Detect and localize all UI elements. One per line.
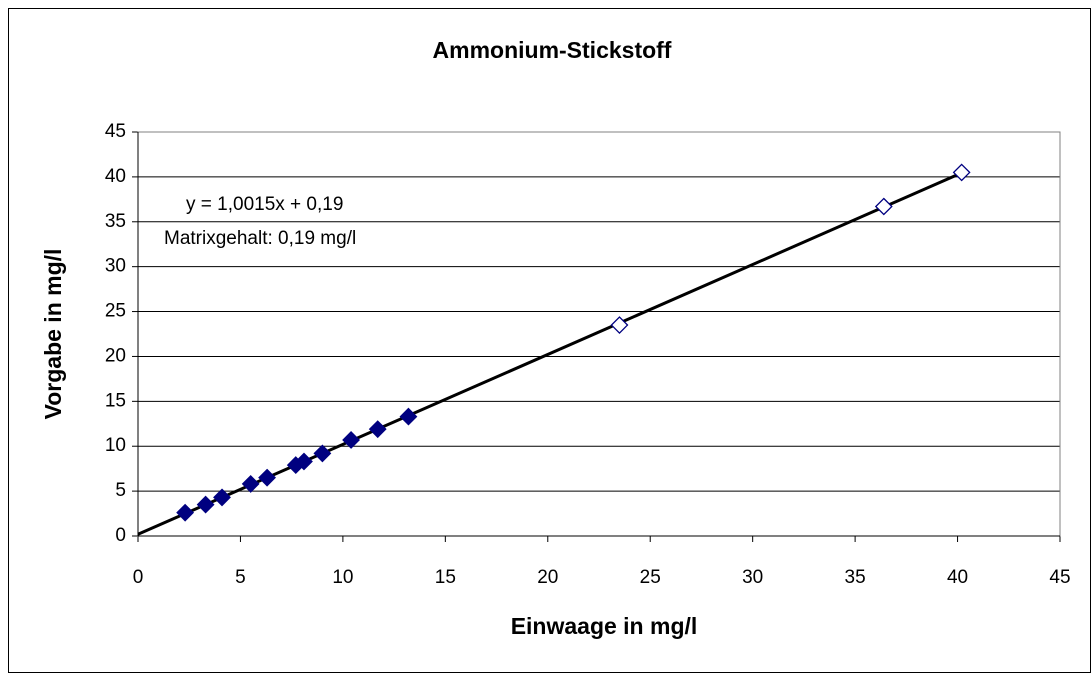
x-tick-label: 5 (235, 567, 246, 588)
x-tick-label: 35 (845, 567, 866, 588)
annotation: Matrixgehalt: 0,19 mg/l (164, 228, 356, 249)
trendline (137, 171, 963, 536)
data-point (176, 503, 195, 522)
annotation: y = 1,0015x + 0,19 (186, 194, 343, 215)
x-tick-label: 40 (947, 567, 968, 588)
data-point (874, 197, 893, 216)
y-tick-label: 40 (105, 166, 126, 187)
x-tick-label: 0 (133, 567, 144, 588)
data-point (610, 316, 629, 334)
y-tick-label: 0 (115, 525, 126, 546)
y-axis-title: Vorgabe in mg/l (40, 249, 66, 420)
data-point (258, 468, 276, 487)
y-tick-label: 45 (105, 121, 126, 142)
x-tick-label: 10 (332, 567, 353, 588)
x-tick-label: 30 (742, 567, 763, 588)
y-tick-label: 10 (105, 435, 126, 456)
data-point (399, 407, 418, 426)
data-point (241, 475, 260, 493)
y-tick-label: 5 (115, 480, 126, 501)
x-axis-title: Einwaage in mg/l (511, 613, 698, 639)
data-point (213, 488, 231, 507)
chart-title: Ammonium-Stickstoff (433, 37, 672, 63)
x-tick-label: 45 (1049, 567, 1070, 588)
y-tick-label: 15 (105, 390, 126, 411)
data-point (368, 420, 387, 439)
x-tick-label: 20 (537, 567, 558, 588)
data-point (342, 431, 361, 449)
data-point (295, 452, 313, 471)
data-point (952, 163, 971, 182)
y-tick-label: 30 (105, 256, 126, 277)
y-tick-label: 20 (105, 345, 126, 366)
data-point (313, 444, 332, 463)
data-point (196, 495, 215, 514)
x-tick-label: 15 (435, 567, 456, 588)
y-tick-label: 25 (105, 301, 126, 322)
x-tick-label: 25 (640, 567, 661, 588)
y-tick-label: 35 (105, 211, 126, 232)
chart-border (8, 8, 1091, 673)
